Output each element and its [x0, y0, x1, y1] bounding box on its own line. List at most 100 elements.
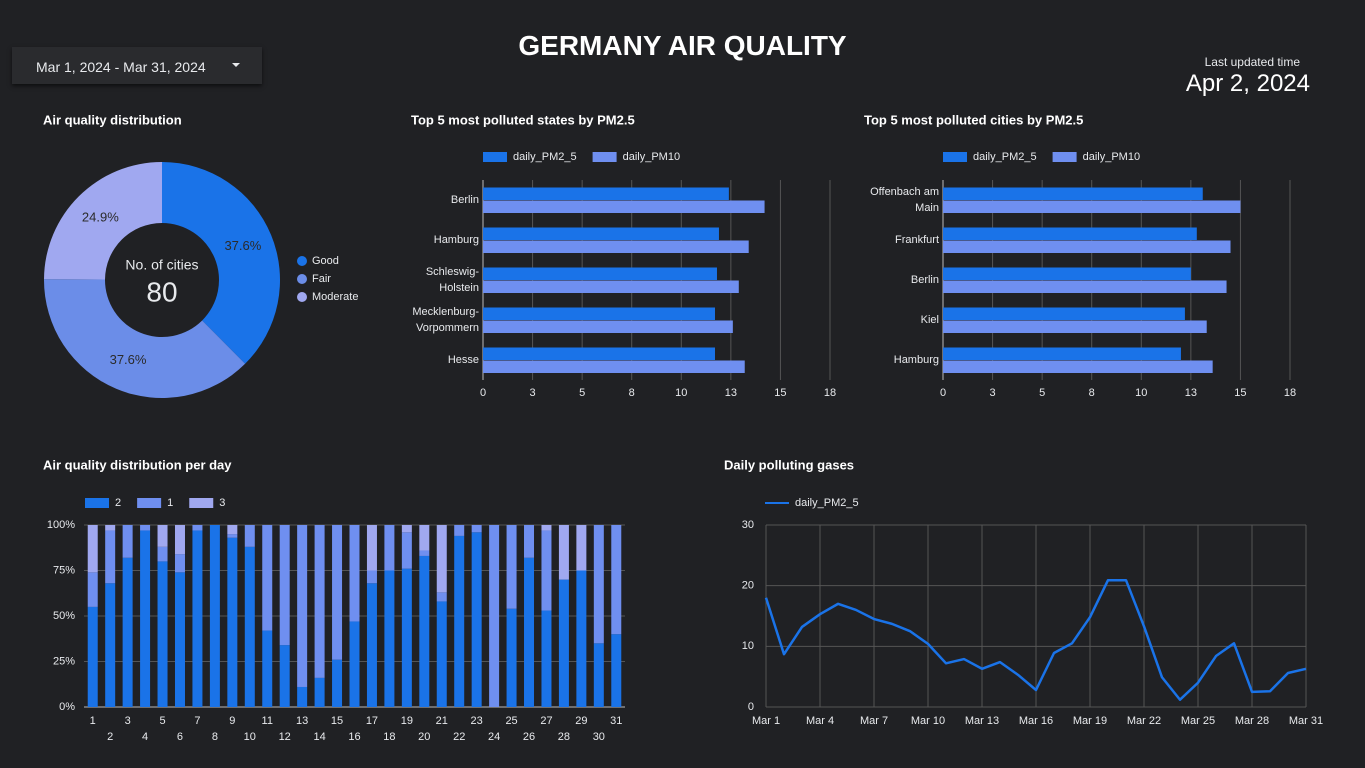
bar-segment: [279, 525, 290, 646]
bar-segment: [174, 525, 185, 555]
bar-segment: [384, 570, 395, 707]
y-tick-label: 20: [742, 580, 754, 592]
bar-segment: [419, 550, 430, 556]
bar: [483, 360, 745, 373]
bar: [483, 187, 729, 200]
slice-label: 37.6%: [224, 238, 261, 253]
bar-segment: [105, 530, 116, 584]
x-tick-label: 26: [523, 731, 535, 743]
bar: [943, 280, 1227, 293]
x-tick-label: Mar 10: [911, 715, 945, 727]
center-label: No. of cities: [125, 257, 198, 273]
x-tick-label: Mar 13: [965, 715, 999, 727]
x-tick-label: 10: [675, 387, 687, 399]
x-tick-label: 22: [453, 731, 465, 743]
y-tick-label: Offenbach am Main: [870, 186, 939, 214]
legend-swatch: [483, 152, 507, 162]
legend-label: Fair: [312, 273, 331, 285]
bar: [943, 227, 1197, 240]
bar: [483, 267, 717, 280]
bar-segment: [401, 525, 412, 533]
y-tick-label: Mecklenburg-Vorpommern: [412, 306, 479, 334]
bar: [943, 187, 1203, 200]
date-range-picker[interactable]: Mar 1, 2024 - Mar 31, 2024: [12, 47, 262, 84]
line-series: [764, 578, 1307, 701]
bar-segment: [262, 525, 273, 631]
bar-segment: [314, 525, 325, 678]
x-tick-label: 10: [1135, 387, 1147, 399]
bar: [943, 200, 1241, 213]
legend-swatch: [85, 498, 109, 508]
bar: [483, 227, 719, 240]
x-tick-label: 17: [366, 715, 378, 727]
x-tick-label: 15: [331, 715, 343, 727]
legend-label: daily_PM10: [623, 151, 680, 163]
bar-segment: [436, 601, 447, 707]
bar-segment: [489, 525, 500, 707]
x-tick-label: 19: [401, 715, 413, 727]
y-tick-label: Hesse: [447, 354, 479, 366]
chart-title: Top 5 most polluted cities by PM2.5: [864, 112, 1083, 127]
bar: [943, 360, 1213, 373]
y-tick-label: Berlin: [910, 274, 939, 286]
x-tick-label: 13: [1185, 387, 1197, 399]
x-tick-label: 8: [212, 731, 218, 743]
bar-segment: [366, 570, 377, 584]
bar-segment: [174, 554, 185, 573]
bar-segment: [366, 525, 377, 571]
x-tick-label: 1: [90, 715, 96, 727]
x-tick-label: Mar 28: [1235, 715, 1269, 727]
y-tick-label: Kiel: [920, 314, 939, 326]
bar-segment: [140, 530, 151, 707]
bar-segment: [157, 561, 168, 707]
x-tick-label: 18: [383, 731, 395, 743]
bar-segment: [297, 525, 308, 687]
x-tick-label: Mar 4: [806, 715, 834, 727]
y-tick-label: 0%: [59, 701, 75, 713]
bar-segment: [332, 525, 343, 660]
chart-title: Air quality distribution per day: [43, 457, 232, 472]
bar-segment: [576, 570, 587, 707]
bar-segment: [244, 546, 255, 707]
y-tick-label: 10: [742, 640, 754, 652]
bar: [483, 280, 739, 293]
bar-segment: [454, 525, 465, 536]
x-tick-label: 29: [575, 715, 587, 727]
x-tick-label: 7: [194, 715, 200, 727]
bar-segment: [401, 532, 412, 569]
bar-segment: [471, 525, 482, 533]
x-tick-label: 18: [824, 387, 836, 399]
x-tick-label: 10: [244, 731, 256, 743]
date-range-text: Mar 1, 2024 - Mar 31, 2024: [36, 59, 206, 75]
x-tick-label: 20: [418, 731, 430, 743]
x-tick-label: Mar 22: [1127, 715, 1161, 727]
bar-segment: [471, 532, 482, 707]
x-tick-label: 6: [177, 731, 183, 743]
y-tick-label: Hamburg: [433, 234, 479, 246]
page-title: GERMANY AIR QUALITY: [518, 30, 847, 61]
chart-title: Top 5 most polluted states by PM2.5: [411, 112, 635, 127]
chart-title: Air quality distribution: [43, 112, 182, 127]
legend-swatch: [297, 292, 307, 302]
x-tick-label: 4: [142, 731, 148, 743]
pie-slice: [162, 162, 280, 364]
legend-swatch: [1052, 152, 1077, 162]
y-tick-label: 50%: [53, 610, 75, 622]
legend-label: Moderate: [312, 291, 358, 303]
x-tick-label: 15: [774, 387, 786, 399]
x-tick-label: 21: [436, 715, 448, 727]
legend-swatch: [189, 498, 214, 508]
x-tick-label: 13: [725, 387, 737, 399]
x-tick-label: 27: [540, 715, 552, 727]
bar-segment: [541, 525, 552, 531]
bar-segment: [366, 583, 377, 707]
updated-label: Last updated time: [1204, 55, 1300, 69]
updated-date: Apr 2, 2024: [1185, 70, 1310, 97]
x-tick-label: Mar 31: [1289, 715, 1323, 727]
bar-segment: [593, 643, 604, 707]
y-tick-label: 75%: [53, 564, 75, 576]
x-tick-label: 30: [593, 731, 605, 743]
bar-segment: [436, 525, 447, 593]
x-tick-label: 8: [629, 387, 635, 399]
